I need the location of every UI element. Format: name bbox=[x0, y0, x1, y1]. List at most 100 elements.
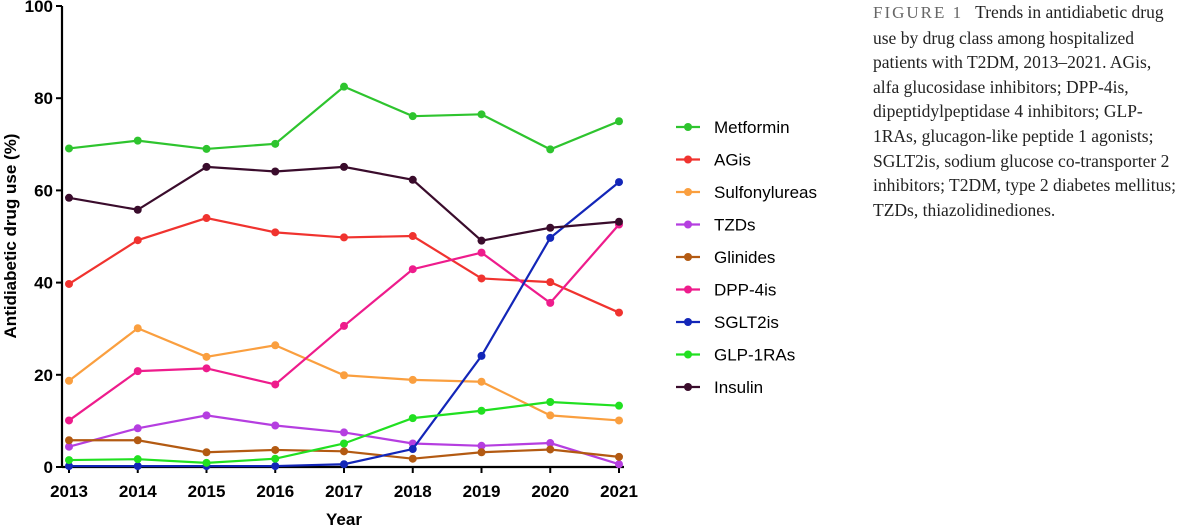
figure-label: FIGURE 1 bbox=[873, 3, 964, 22]
legend-label: Metformin bbox=[714, 118, 790, 137]
x-tick-label: 2020 bbox=[531, 482, 569, 501]
data-point bbox=[477, 248, 486, 257]
legend-item: AGis bbox=[676, 151, 751, 170]
data-point bbox=[133, 236, 142, 245]
x-ticks: 2013 2014 2015 2016 2017 2018 2019 2020 2021 bbox=[50, 467, 638, 501]
legend-label: TZDs bbox=[714, 216, 756, 235]
figure-caption: FIGURE 1 Trends in antidiabetic drug use … bbox=[873, 0, 1178, 222]
legend: Metformin AGis Sulfonylureas TZDs Glinides DP… bbox=[676, 118, 817, 397]
legend-swatch-marker bbox=[684, 188, 692, 196]
legend-item: Sulfonylureas bbox=[676, 183, 817, 202]
data-point bbox=[477, 406, 486, 415]
data-point bbox=[340, 321, 348, 330]
data-point bbox=[408, 375, 417, 384]
y-tick-label: 0 bbox=[44, 458, 53, 477]
data-point bbox=[340, 460, 348, 469]
data-point bbox=[340, 82, 348, 91]
x-tick-label: 2015 bbox=[188, 482, 226, 501]
data-point bbox=[202, 411, 211, 420]
data-point bbox=[615, 452, 623, 461]
x-tick-label: 2013 bbox=[50, 482, 88, 501]
data-point bbox=[65, 462, 73, 471]
data-point bbox=[202, 214, 211, 223]
data-point bbox=[271, 445, 280, 454]
data-point bbox=[202, 458, 211, 467]
data-point bbox=[271, 454, 280, 463]
legend-swatch-marker bbox=[684, 383, 692, 391]
legend-label: DPP-4is bbox=[714, 281, 776, 300]
data-point bbox=[615, 401, 623, 410]
x-axis-label: Year bbox=[326, 510, 362, 529]
y-tick-label: 60 bbox=[34, 181, 53, 200]
data-point bbox=[615, 178, 623, 187]
data-point bbox=[477, 448, 486, 457]
x-tick-label: 2019 bbox=[463, 482, 501, 501]
data-point bbox=[477, 274, 486, 283]
data-point bbox=[133, 205, 142, 214]
data-point bbox=[202, 162, 211, 171]
series-sglt2is bbox=[65, 178, 623, 471]
data-point bbox=[202, 352, 211, 361]
data-point bbox=[65, 436, 73, 445]
series-line bbox=[68, 85, 620, 151]
legend-swatch-marker bbox=[684, 253, 692, 261]
data-point bbox=[202, 448, 211, 457]
x-tick-label: 2016 bbox=[256, 482, 294, 501]
y-tick-label: 80 bbox=[34, 89, 53, 108]
series-sulfonylureas bbox=[65, 324, 623, 425]
series-metformin bbox=[65, 82, 623, 154]
data-point bbox=[408, 265, 417, 274]
series-line bbox=[68, 216, 620, 314]
data-point bbox=[340, 233, 348, 242]
data-point bbox=[65, 416, 73, 425]
data-point bbox=[271, 167, 280, 176]
x-tick-label: 2014 bbox=[119, 482, 157, 501]
data-point bbox=[65, 144, 73, 153]
data-point bbox=[340, 447, 348, 456]
data-point bbox=[408, 112, 417, 121]
series-insulin bbox=[65, 162, 623, 245]
data-point bbox=[615, 416, 623, 425]
series-agis bbox=[65, 214, 623, 317]
legend-swatch-marker bbox=[684, 220, 692, 229]
legend-label: Sulfonylureas bbox=[714, 183, 817, 202]
y-tick-label: 20 bbox=[34, 366, 53, 385]
data-point bbox=[546, 439, 555, 448]
data-point bbox=[65, 442, 73, 451]
data-point bbox=[271, 462, 280, 471]
data-point bbox=[65, 456, 73, 465]
y-ticks: 0 20 40 60 80 100 bbox=[25, 0, 62, 477]
data-point bbox=[408, 175, 417, 184]
data-point bbox=[477, 110, 486, 119]
data-point bbox=[408, 232, 417, 241]
data-point bbox=[133, 455, 142, 464]
data-point bbox=[202, 144, 211, 153]
data-point bbox=[408, 454, 417, 463]
legend-item: Insulin bbox=[676, 378, 763, 397]
data-point bbox=[546, 411, 555, 420]
caption-text: Trends in antidiabetic drug use by drug … bbox=[873, 2, 1176, 220]
legend-label: SGLT2is bbox=[714, 313, 779, 332]
data-point bbox=[271, 421, 280, 430]
data-point bbox=[615, 117, 623, 126]
y-tick-label: 100 bbox=[25, 0, 53, 16]
data-point bbox=[615, 460, 623, 469]
data-point bbox=[340, 439, 348, 448]
x-tick-label: 2017 bbox=[325, 482, 363, 501]
data-point bbox=[340, 162, 348, 171]
series-line bbox=[68, 165, 620, 242]
legend-swatch-marker bbox=[684, 318, 692, 326]
x-tick-label: 2021 bbox=[600, 482, 638, 501]
data-point bbox=[65, 193, 73, 202]
data-point bbox=[408, 414, 417, 423]
data-point bbox=[546, 233, 555, 242]
y-tick-label: 40 bbox=[34, 274, 53, 293]
series-lines bbox=[65, 82, 623, 471]
data-point bbox=[133, 424, 142, 433]
legend-item: DPP-4is bbox=[676, 281, 776, 300]
data-point bbox=[546, 397, 555, 406]
data-point bbox=[546, 223, 555, 232]
legend-swatch-marker bbox=[684, 285, 692, 294]
data-point bbox=[271, 139, 280, 148]
